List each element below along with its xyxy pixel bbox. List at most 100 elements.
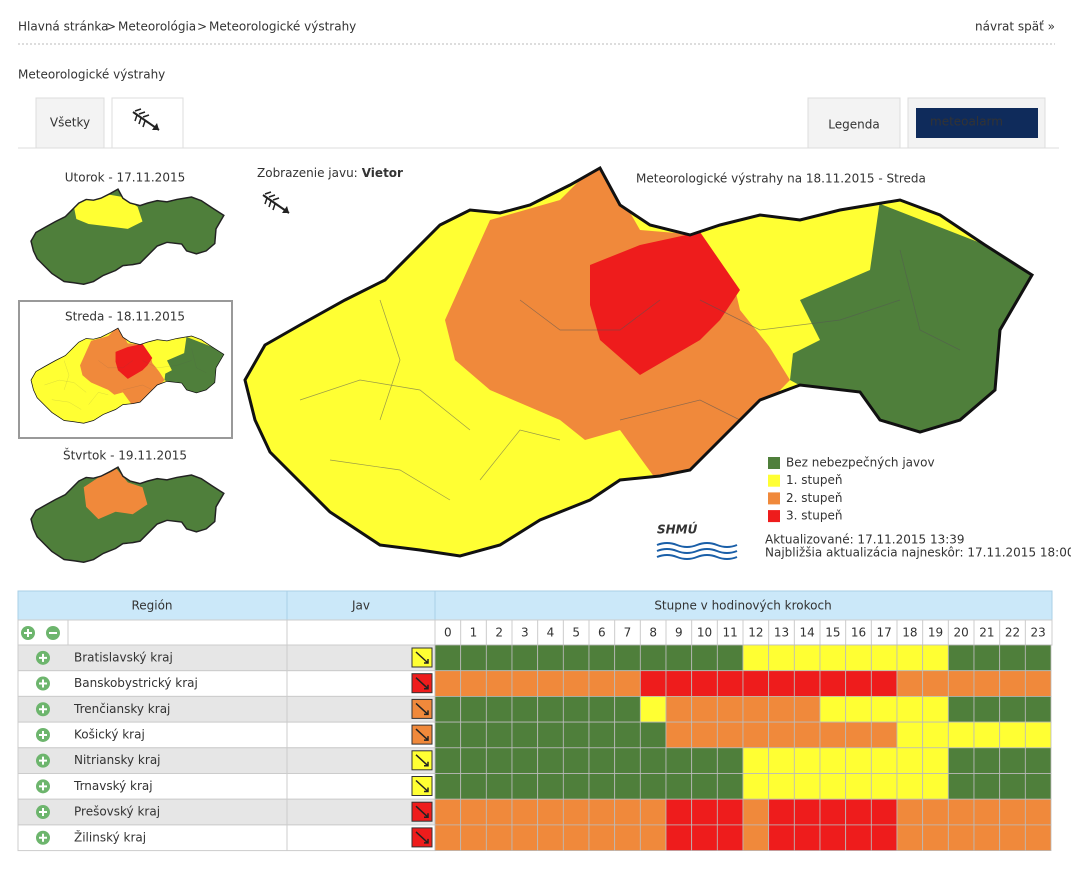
- hour-cell: [537, 798, 564, 826]
- day-link[interactable]: Utorok - 17.11.2015: [65, 171, 185, 185]
- back-link[interactable]: návrat späť »: [975, 20, 1055, 34]
- hour-cell: [562, 670, 590, 697]
- hour-label: 14: [800, 626, 815, 640]
- hour-cell: [614, 747, 641, 774]
- hour-cell: [845, 644, 872, 672]
- hour-cell: [973, 798, 1001, 826]
- hour-cell: [485, 747, 513, 774]
- hour-cell: [562, 721, 590, 749]
- hour-cell: [793, 773, 821, 800]
- hour-cell: [922, 696, 949, 723]
- column-header: Región: [131, 599, 172, 613]
- hour-cell: [691, 644, 718, 672]
- tab[interactable]: [35, 97, 105, 149]
- plus: [39, 653, 47, 662]
- column-header: Jav: [351, 599, 370, 613]
- tab-label[interactable]: Legenda: [828, 118, 879, 132]
- hour-cell: [870, 798, 898, 826]
- hour-label: 10: [697, 626, 712, 640]
- hour-label: 0: [444, 626, 452, 640]
- table-header: [17, 590, 1053, 621]
- hour-cell: [922, 824, 949, 852]
- hour-cell: [742, 773, 770, 800]
- hour-cell: [870, 670, 898, 697]
- hour-cell: [768, 696, 795, 723]
- hour-cell: [460, 773, 487, 800]
- legend-label: 1. stupeň: [786, 473, 842, 487]
- hour-cell: [614, 721, 641, 749]
- column-header: Stupne v hodinových krokoch: [654, 599, 831, 613]
- hour-cell: [511, 773, 539, 800]
- region-name: Banskobystrický kraj: [74, 676, 198, 690]
- hour-cell: [485, 721, 513, 749]
- hour-cell: [588, 696, 616, 723]
- hour-cell: [537, 824, 564, 852]
- hour-cell: [665, 773, 693, 800]
- day-link[interactable]: Štvrtok - 19.11.2015: [63, 448, 187, 463]
- hour-cell: [819, 798, 847, 826]
- next-update: Najbližšia aktualizácia najneskôr: 17.11…: [765, 546, 1071, 560]
- hour-cell: [639, 798, 667, 826]
- hour-cell: [845, 773, 872, 800]
- hour-cell: [922, 773, 949, 800]
- hour-cell: [485, 824, 513, 852]
- hour-cell: [742, 798, 770, 826]
- hour-cell: [999, 824, 1026, 852]
- hour-cell: [639, 696, 667, 723]
- hour-cell: [588, 721, 616, 749]
- hour-cell: [973, 773, 1001, 800]
- plus: [39, 730, 47, 739]
- hour-cell: [562, 824, 590, 852]
- wind-icon: [262, 191, 290, 214]
- plus: [39, 679, 47, 688]
- hour-cell: [870, 747, 898, 774]
- updated: Aktualizované: 17.11.2015 13:39: [765, 533, 965, 547]
- hour-cell: [742, 824, 770, 852]
- hour-cell: [819, 747, 847, 774]
- day-link[interactable]: Streda - 18.11.2015: [65, 310, 185, 324]
- hour-cell: [896, 747, 924, 774]
- plus: [39, 705, 47, 714]
- hour-cell: [716, 644, 744, 672]
- hour-cell: [896, 721, 924, 749]
- hour-cell: [485, 696, 513, 723]
- hour-cell: [896, 644, 924, 672]
- legend-label: 3. stupeň: [786, 509, 842, 523]
- hour-cell: [845, 721, 872, 749]
- arrow: [415, 728, 429, 741]
- hour-label: 12: [748, 626, 763, 640]
- hour-cell: [1024, 721, 1052, 749]
- hour-cell: [691, 721, 718, 749]
- hour-cell: [665, 747, 693, 774]
- hour-label: 1: [470, 626, 478, 640]
- hour-cell: [922, 644, 949, 672]
- hour-cell: [845, 824, 872, 852]
- hour-label: 4: [547, 626, 555, 640]
- hour-cell: [511, 670, 539, 697]
- hour-cell: [588, 644, 616, 672]
- table-row: [17, 644, 436, 672]
- hour-cell: [922, 747, 949, 774]
- hour-cell: [434, 644, 462, 672]
- arrow: [415, 651, 429, 664]
- hour-cell: [562, 696, 590, 723]
- hour-label: 3: [521, 626, 529, 640]
- region-name: Žilinský kraj: [74, 829, 146, 844]
- hour-cell: [511, 747, 539, 774]
- hour-cell: [922, 721, 949, 749]
- breadcrumb-link[interactable]: Hlavná stránka: [18, 20, 109, 34]
- breadcrumb-link[interactable]: Meteorológia: [118, 20, 196, 34]
- hour-label: 19: [928, 626, 943, 640]
- hour-cell: [947, 824, 975, 852]
- hour-cell: [614, 644, 641, 672]
- hour-cell: [460, 670, 487, 697]
- hour-cell: [588, 773, 616, 800]
- value: Vietor: [362, 166, 403, 180]
- hour-cell: [896, 773, 924, 800]
- hour-cell: [819, 773, 847, 800]
- hour-cell: [819, 824, 847, 852]
- tab-label[interactable]: Všetky: [50, 116, 90, 130]
- hour-cell: [639, 644, 667, 672]
- hour-label: 11: [723, 626, 738, 640]
- hour-label: 5: [572, 626, 580, 640]
